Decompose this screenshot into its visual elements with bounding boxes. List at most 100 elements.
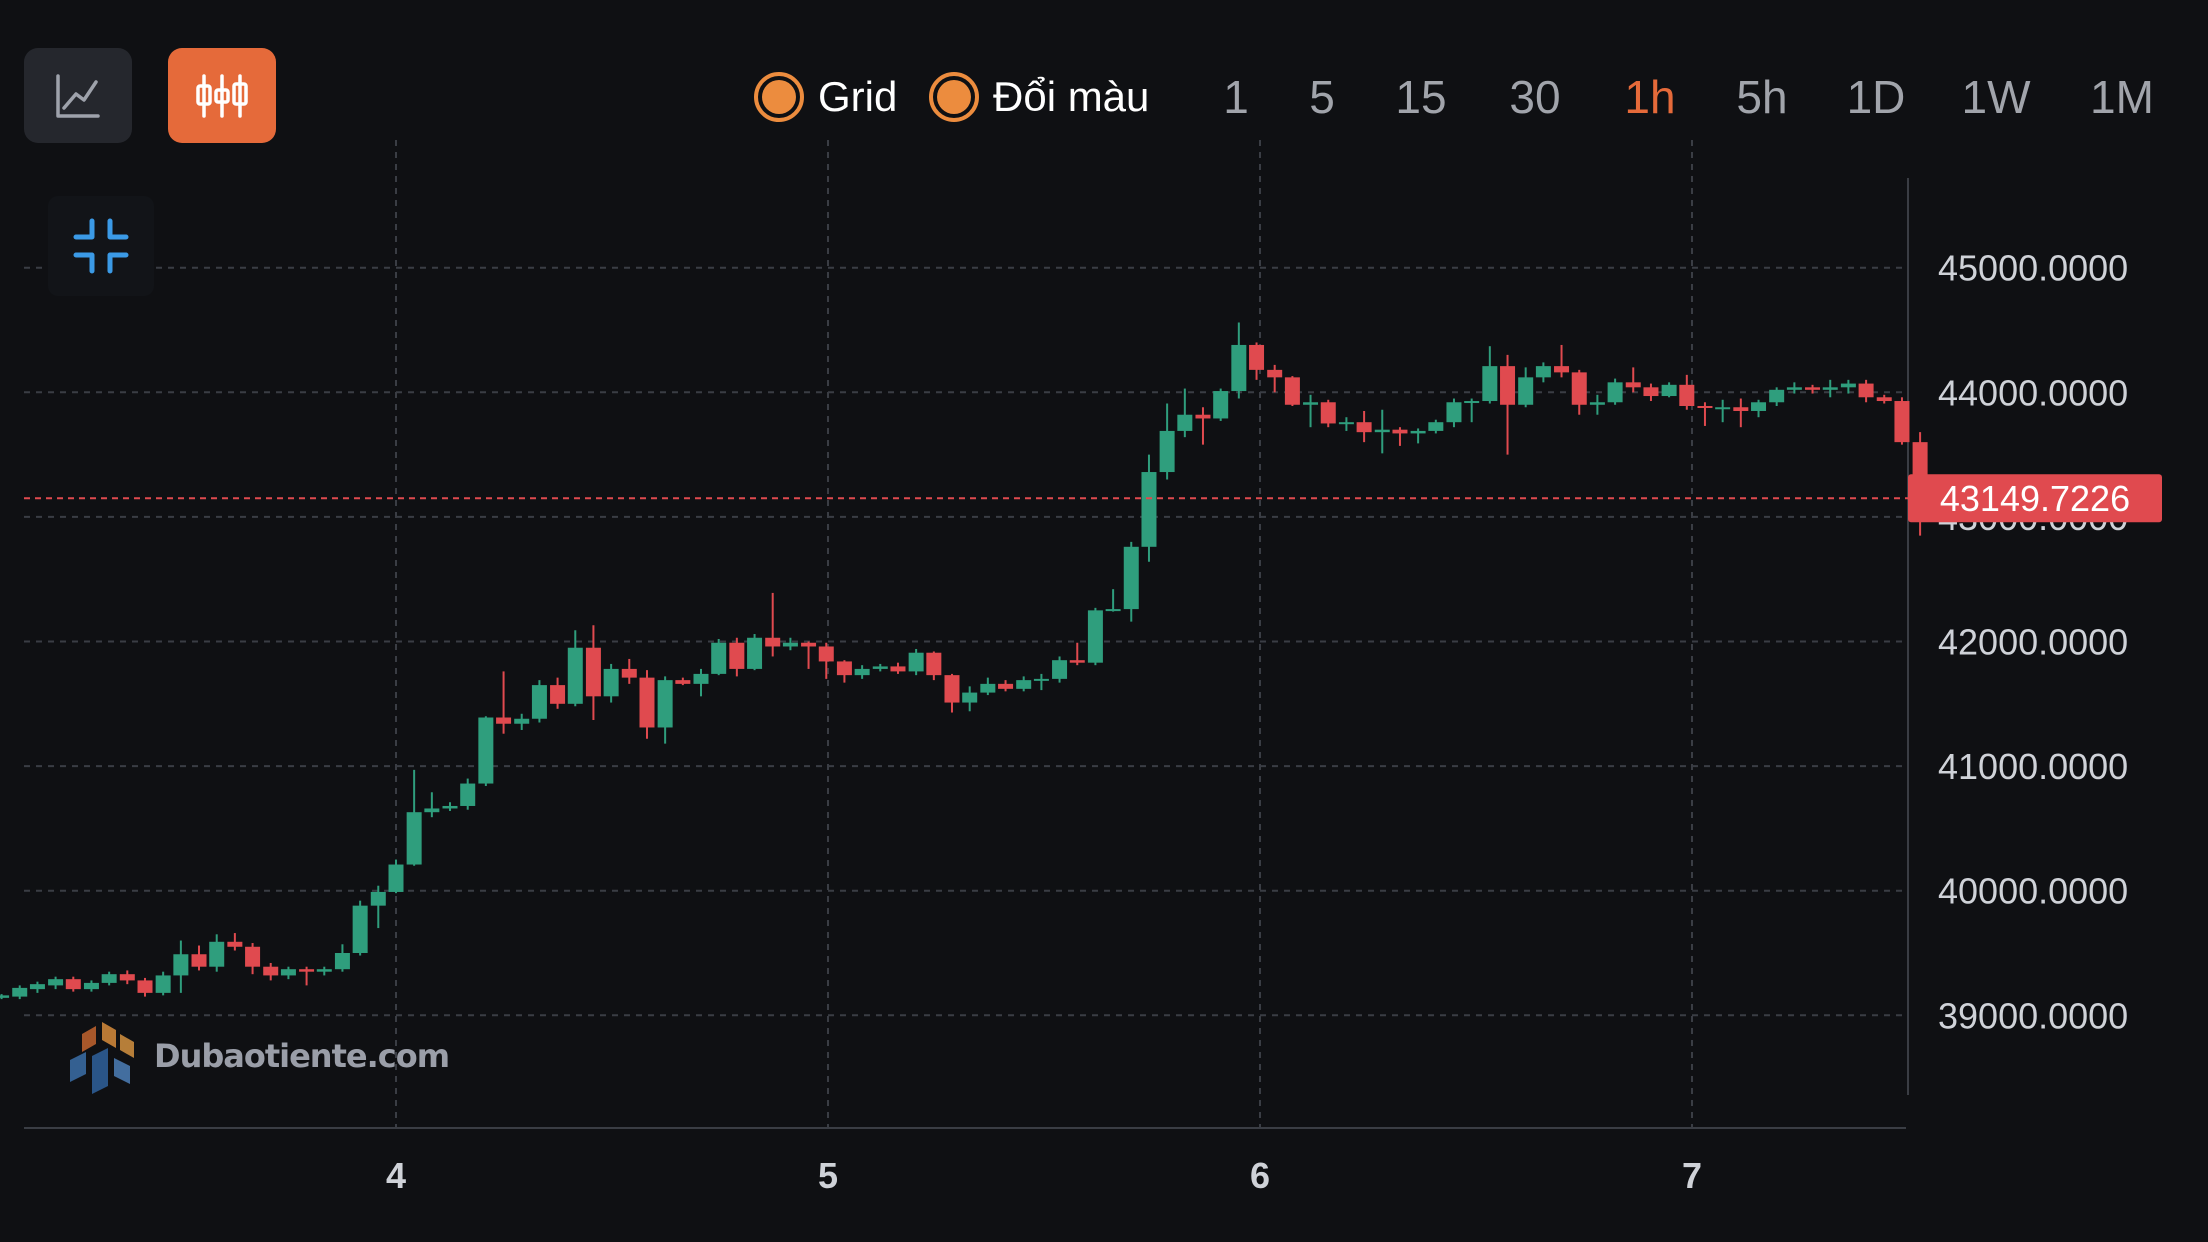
- candle-up: [531, 680, 547, 723]
- candle-body: [1840, 383, 1856, 388]
- toolbar: Grid Đổi màu 1 5 15 30 1h 5h 1D 1W 1M: [0, 0, 2208, 143]
- line-chart-button[interactable]: [24, 48, 132, 143]
- timeframe-1[interactable]: 1: [1223, 71, 1249, 123]
- candle-up: [12, 985, 28, 1000]
- candle-body: [567, 647, 583, 704]
- timeframe-5h[interactable]: 5h: [1736, 71, 1788, 123]
- candle-up: [83, 980, 99, 992]
- candle-up: [442, 802, 458, 811]
- candle-body: [1697, 406, 1713, 409]
- candle-down: [1733, 398, 1749, 428]
- candle-body: [1016, 680, 1032, 689]
- candle-body: [1338, 422, 1354, 425]
- candle-down: [944, 673, 960, 713]
- candle-body: [83, 982, 99, 990]
- timeframe-5[interactable]: 5: [1309, 71, 1335, 123]
- candle-up: [1428, 419, 1444, 434]
- y-tick-label: 44000.0000: [1938, 372, 2128, 413]
- candle-down: [639, 670, 655, 739]
- candle-body: [693, 673, 709, 684]
- candle-down: [263, 962, 279, 981]
- timeframe-30[interactable]: 30: [1509, 71, 1561, 123]
- candle-up: [1464, 398, 1480, 423]
- timeframe-1M[interactable]: 1M: [2090, 71, 2154, 123]
- candle-up: [406, 769, 422, 866]
- candle-down: [1876, 394, 1892, 404]
- candle-down: [1679, 374, 1695, 410]
- candle-body: [1733, 407, 1749, 411]
- candle-body: [1589, 402, 1605, 405]
- candle-body: [1123, 546, 1139, 610]
- candle-down: [1500, 354, 1516, 455]
- y-tick-label: 40000.0000: [1938, 871, 2128, 912]
- candle-body: [1464, 401, 1480, 404]
- candle-body: [550, 685, 566, 704]
- candle-down: [926, 651, 942, 681]
- candle-body: [1284, 377, 1300, 405]
- candle-down: [1284, 376, 1300, 407]
- candle-up: [388, 859, 404, 894]
- candle-up: [1374, 409, 1390, 454]
- candle-up: [1715, 399, 1731, 423]
- candle-down: [890, 662, 906, 674]
- y-tick-label: 42000.0000: [1938, 622, 2128, 663]
- collapse-button[interactable]: [48, 196, 154, 296]
- candle-body: [29, 984, 45, 990]
- timeframe-1h[interactable]: 1h: [1624, 71, 1676, 123]
- candle-up: [872, 663, 888, 672]
- candle-body: [639, 677, 655, 728]
- candle-body: [1374, 429, 1390, 433]
- grid-option[interactable]: Grid: [754, 62, 897, 132]
- watermark-text: Dubaotiente.com: [154, 1037, 450, 1075]
- candle-up: [1177, 388, 1193, 438]
- candle-up: [567, 630, 583, 707]
- candle-body: [1679, 384, 1695, 407]
- candle-up: [1141, 454, 1157, 562]
- candle-body: [585, 647, 601, 697]
- candle-body: [442, 805, 458, 809]
- candlestick-chart-button[interactable]: [168, 48, 276, 143]
- candle-body: [119, 974, 135, 981]
- current-price-tag: [1908, 474, 2162, 523]
- timeframe-1W[interactable]: 1W: [1961, 71, 2031, 123]
- candle-body: [1141, 472, 1157, 547]
- candle-up: [980, 677, 996, 696]
- candle-up: [1518, 367, 1534, 408]
- candle-body: [962, 692, 978, 703]
- color-swap-radio[interactable]: [929, 72, 979, 122]
- candle-body: [603, 668, 619, 697]
- timeframe-15[interactable]: 15: [1395, 71, 1447, 123]
- candle-down: [998, 680, 1014, 692]
- candle-down: [550, 677, 566, 709]
- candle-body: [1643, 387, 1659, 397]
- candle-up: [1751, 399, 1767, 418]
- candle-body: [1751, 402, 1767, 411]
- candle-up: [1607, 378, 1623, 405]
- candle-body: [980, 683, 996, 693]
- candle-up: [0, 994, 10, 1000]
- candle-body: [1195, 414, 1211, 419]
- color-swap-option[interactable]: Đổi màu: [929, 62, 1149, 132]
- candle-body: [765, 637, 781, 647]
- candle-down: [496, 671, 512, 734]
- candle-body: [48, 979, 64, 986]
- candle-up: [1105, 589, 1121, 612]
- candle-body: [1769, 389, 1785, 403]
- candle-up: [693, 668, 709, 697]
- candle-body: [926, 652, 942, 676]
- candle-up: [334, 944, 350, 972]
- candle-body: [854, 668, 870, 676]
- candle-down: [1320, 399, 1336, 428]
- candle-up: [1033, 673, 1049, 691]
- candle-body: [227, 941, 243, 947]
- candle-up: [1840, 379, 1856, 394]
- candle-up: [1786, 382, 1802, 394]
- candle-body: [101, 974, 117, 983]
- grid-radio[interactable]: [754, 72, 804, 122]
- candle-body: [1249, 344, 1265, 370]
- candle-up: [1661, 382, 1677, 398]
- candle-up: [908, 648, 924, 676]
- candle-body: [12, 987, 28, 997]
- timeframe-1D[interactable]: 1D: [1846, 71, 1906, 123]
